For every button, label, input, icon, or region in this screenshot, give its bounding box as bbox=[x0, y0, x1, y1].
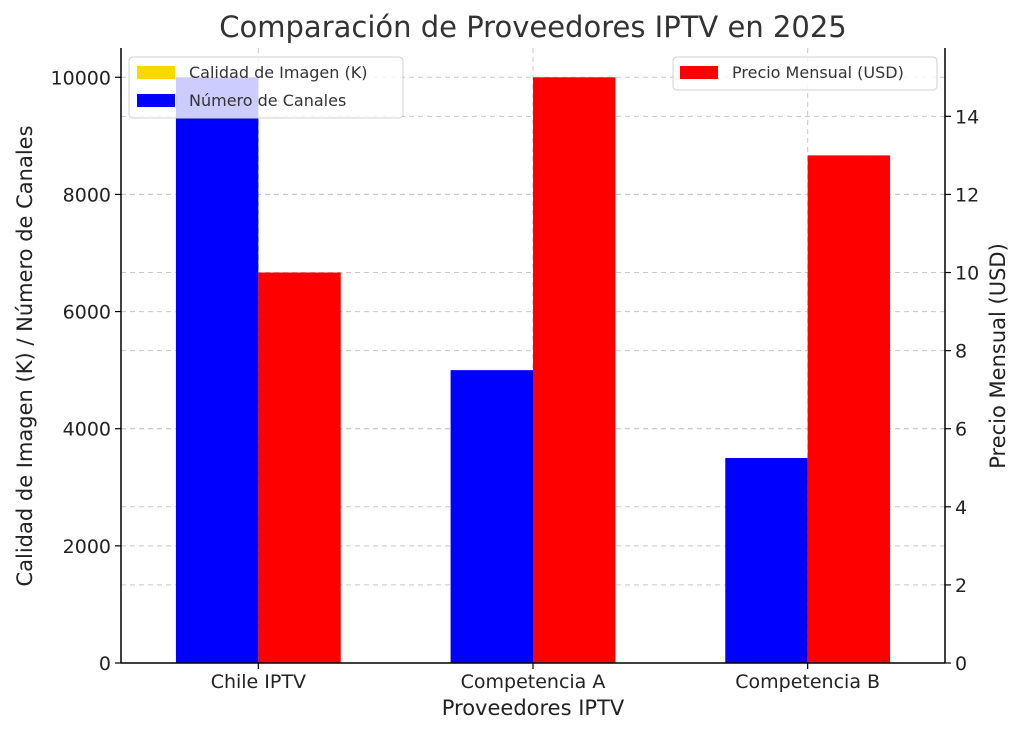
bar-n-mero-de-canales-2 bbox=[725, 458, 808, 663]
tick-label-right-1: 2 bbox=[955, 575, 967, 597]
legend-swatch-precio bbox=[680, 66, 718, 79]
ticks: 0 2000 4000 6000 8000 10000 0 2 4 6 8 10 12 14 Chile I… bbox=[51, 67, 980, 693]
bar-precio-mensual-usd--2 bbox=[807, 155, 891, 663]
chart-title: Comparación de Proveedores IPTV en 2025 bbox=[219, 10, 846, 44]
tick-label-left-2: 4000 bbox=[63, 419, 111, 441]
tick-label-right-6: 12 bbox=[955, 184, 979, 206]
tick-label-x-1: Competencia A bbox=[461, 671, 606, 693]
bar-n-mero-de-canales-1 bbox=[450, 370, 533, 663]
legend-label-canales: Número de Canales bbox=[189, 91, 346, 110]
tick-label-left-4: 8000 bbox=[63, 184, 111, 206]
bars bbox=[175, 77, 891, 664]
tick-label-left-1: 2000 bbox=[63, 536, 111, 558]
tick-label-right-2: 4 bbox=[955, 497, 967, 519]
tick-label-x-0: Chile IPTV bbox=[211, 671, 306, 693]
tick-label-right-0: 0 bbox=[955, 653, 967, 675]
legend-left: Calidad de Imagen (K) Número de Canales bbox=[128, 56, 404, 119]
x-axis-label: Proveedores IPTV bbox=[442, 696, 625, 720]
bar-precio-mensual-usd--0 bbox=[258, 272, 341, 663]
tick-label-right-3: 6 bbox=[955, 419, 967, 441]
tick-label-left-5: 10000 bbox=[51, 67, 111, 89]
legend-label-calidad: Calidad de Imagen (K) bbox=[189, 63, 367, 82]
legend-right-frame bbox=[672, 56, 938, 91]
tick-label-right-5: 10 bbox=[955, 263, 979, 285]
legend-left-frame bbox=[128, 56, 404, 119]
tick-label-left-3: 6000 bbox=[63, 302, 111, 324]
y-axis-label-right: Precio Mensual (USD) bbox=[986, 243, 1010, 469]
legend-swatch-canales bbox=[137, 94, 175, 107]
legend-swatch-calidad bbox=[137, 66, 175, 79]
tick-label-right-7: 14 bbox=[955, 106, 979, 128]
tick-label-left-0: 0 bbox=[99, 653, 111, 675]
tick-label-right-4: 8 bbox=[955, 341, 967, 363]
legend-label-precio: Precio Mensual (USD) bbox=[732, 63, 904, 82]
bar-precio-mensual-usd--1 bbox=[533, 77, 616, 664]
tick-label-x-2: Competencia B bbox=[735, 671, 880, 693]
bar-n-mero-de-canales-0 bbox=[175, 77, 259, 664]
legend-right: Precio Mensual (USD) bbox=[672, 56, 938, 91]
y-axis-label-left: Calidad de Imagen (K) / Número de Canale… bbox=[13, 125, 37, 586]
